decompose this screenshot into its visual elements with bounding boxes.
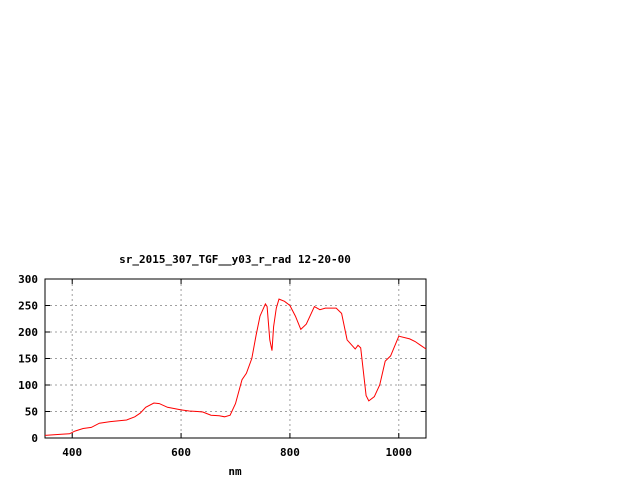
y-tick-label: 200: [18, 326, 38, 339]
y-tick-label: 100: [18, 379, 38, 392]
x-tick-label: 1000: [386, 446, 413, 459]
x-tick-label: 600: [171, 446, 191, 459]
y-tick-label: 150: [18, 353, 38, 366]
x-tick-label: 800: [280, 446, 300, 459]
y-tick-label: 250: [18, 300, 38, 313]
y-tick-label: 50: [25, 406, 38, 419]
x-axis-label: nm: [228, 465, 242, 478]
series-line: [44, 298, 427, 436]
y-tick-label: 300: [18, 273, 38, 286]
x-tick-label: 400: [62, 446, 82, 459]
grid: [45, 279, 426, 438]
plot-border: [44, 278, 427, 439]
y-tick-label: 0: [31, 432, 38, 445]
chart-title: sr_2015_307_TGF__y03_r_rad 12-20-00: [119, 253, 351, 266]
axis-ticks: 400 600 800 1000 0 50 100 150 200 250 300: [18, 273, 426, 459]
